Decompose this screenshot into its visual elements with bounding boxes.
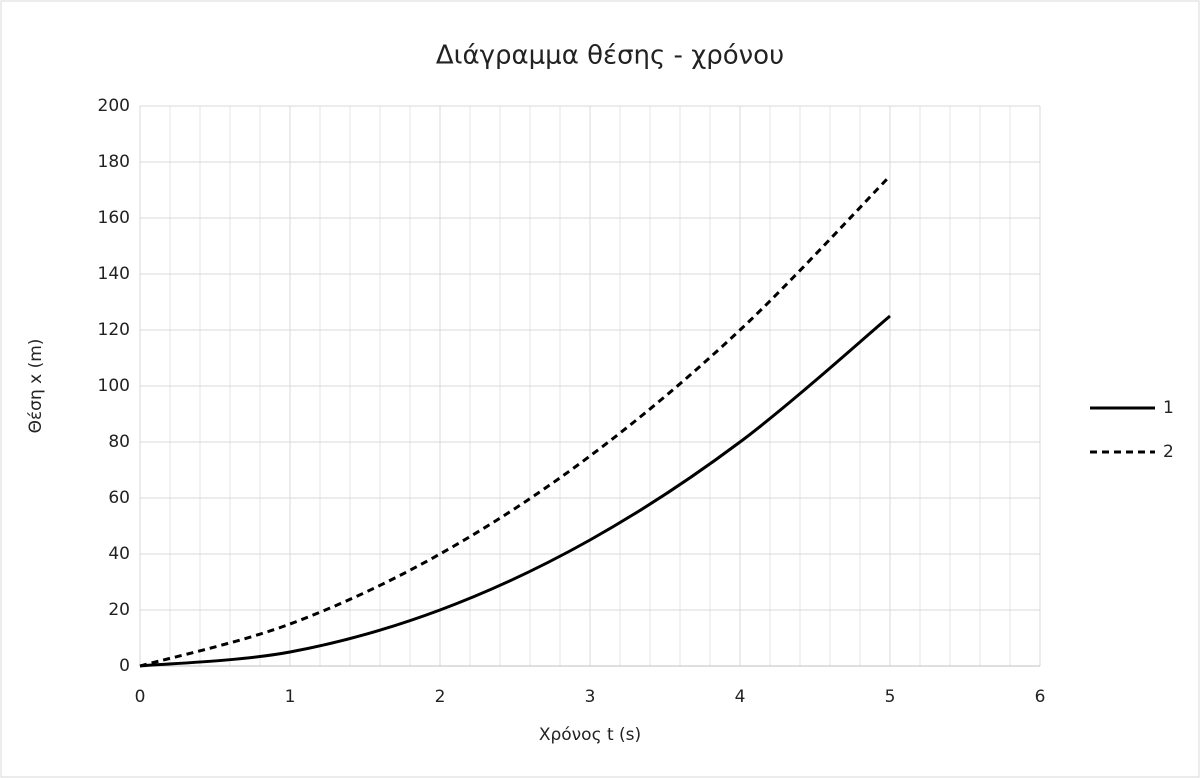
legend-label: 2 [1163,442,1174,462]
chart-title: Διάγραμμα θέσης - χρόνου [436,41,784,71]
x-tick-label: 0 [135,687,146,707]
x-tick-label: 6 [1035,687,1046,707]
series-line [139,174,892,668]
y-tick-label: 60 [108,488,130,508]
y-tick-label: 180 [98,152,130,172]
x-tick-label: 4 [735,687,746,707]
y-tick-label: 160 [98,208,130,228]
x-tick-label: 3 [585,687,596,707]
y-tick-label: 80 [108,432,130,452]
y-tick-label: 100 [98,376,130,396]
y-tick-label: 120 [98,320,130,340]
y-tick-label: 200 [98,96,130,116]
x-axis-label: Χρόνος t (s) [539,725,641,745]
y-tick-label: 140 [98,264,130,284]
y-axis-label: Θέση x (m) [26,339,46,434]
series-line [139,314,891,668]
y-tick-label: 40 [108,544,130,564]
x-tick-label: 5 [885,687,896,707]
y-tick-label: 0 [119,656,130,676]
x-tick-label: 1 [285,687,296,707]
legend-label: 1 [1163,398,1174,418]
x-tick-label: 2 [435,687,446,707]
y-tick-label: 20 [108,600,130,620]
